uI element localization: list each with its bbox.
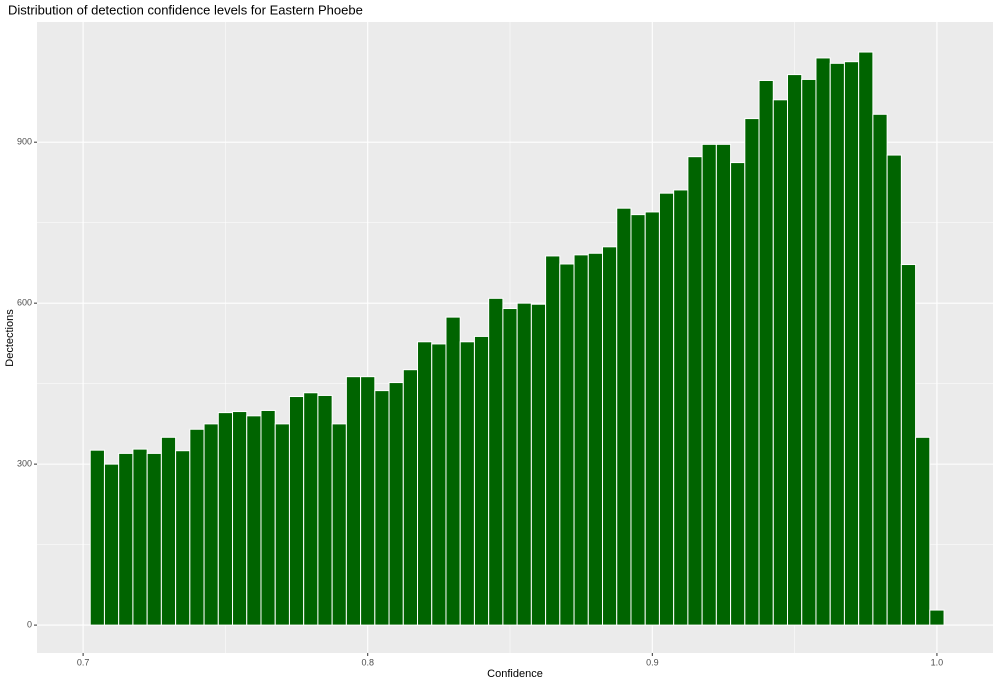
bar <box>89 449 105 626</box>
bar <box>431 343 447 626</box>
x-axis-label: Confidence <box>487 668 543 680</box>
bar <box>915 436 931 626</box>
y-tick-label: 900 <box>17 137 32 147</box>
bar <box>103 463 120 626</box>
bar <box>502 308 518 626</box>
bar <box>687 156 703 626</box>
bar <box>530 303 547 626</box>
bar <box>146 452 162 626</box>
x-tick-label: 0.9 <box>646 657 659 667</box>
bar <box>630 214 646 626</box>
bar <box>815 57 831 626</box>
bar <box>545 255 561 626</box>
bar <box>459 341 475 626</box>
bar <box>644 211 660 626</box>
bar <box>288 396 305 626</box>
bar <box>829 62 845 626</box>
bar <box>274 423 290 626</box>
y-tick-label: 600 <box>17 298 32 308</box>
bar <box>801 78 817 626</box>
bar <box>488 297 504 626</box>
bar <box>189 428 205 626</box>
bar <box>658 192 675 626</box>
bar <box>872 113 888 626</box>
bar <box>744 118 760 626</box>
bar <box>616 207 632 626</box>
chart-title: Distribution of detection confidence lev… <box>8 2 363 17</box>
x-tick-label: 1.0 <box>931 657 944 667</box>
y-tick-label: 0 <box>27 619 32 629</box>
bar <box>175 450 191 626</box>
bar <box>473 335 490 626</box>
y-axis-label: Dectections <box>4 309 16 367</box>
bar <box>331 423 347 626</box>
bar <box>929 609 945 626</box>
bar <box>730 162 746 626</box>
bar <box>132 448 148 626</box>
bar <box>858 51 874 626</box>
bar <box>843 61 860 626</box>
bar <box>602 246 618 626</box>
bar <box>232 411 248 626</box>
bar <box>317 394 333 626</box>
bar <box>715 143 732 626</box>
bar <box>203 423 219 626</box>
bar <box>303 392 319 626</box>
bar <box>360 376 376 626</box>
bar <box>388 382 404 626</box>
bar <box>673 189 689 626</box>
bar <box>445 316 461 626</box>
bar <box>701 143 717 626</box>
bar <box>587 252 604 626</box>
bar <box>886 154 902 626</box>
bar <box>559 263 575 626</box>
bar <box>118 452 134 626</box>
bar <box>900 264 917 626</box>
bar <box>345 376 362 626</box>
bar <box>217 412 234 626</box>
bar <box>417 341 433 626</box>
bar <box>260 409 276 626</box>
bar <box>758 79 774 626</box>
bar <box>516 302 532 626</box>
bar <box>787 74 803 626</box>
bar <box>573 254 589 626</box>
bar <box>246 415 262 626</box>
bar <box>160 436 177 626</box>
bar <box>374 390 390 626</box>
x-tick-label: 0.7 <box>77 657 90 667</box>
bar <box>402 369 419 626</box>
y-tick-label: 300 <box>17 459 32 469</box>
x-tick-label: 0.8 <box>361 657 374 667</box>
bar <box>772 99 789 626</box>
